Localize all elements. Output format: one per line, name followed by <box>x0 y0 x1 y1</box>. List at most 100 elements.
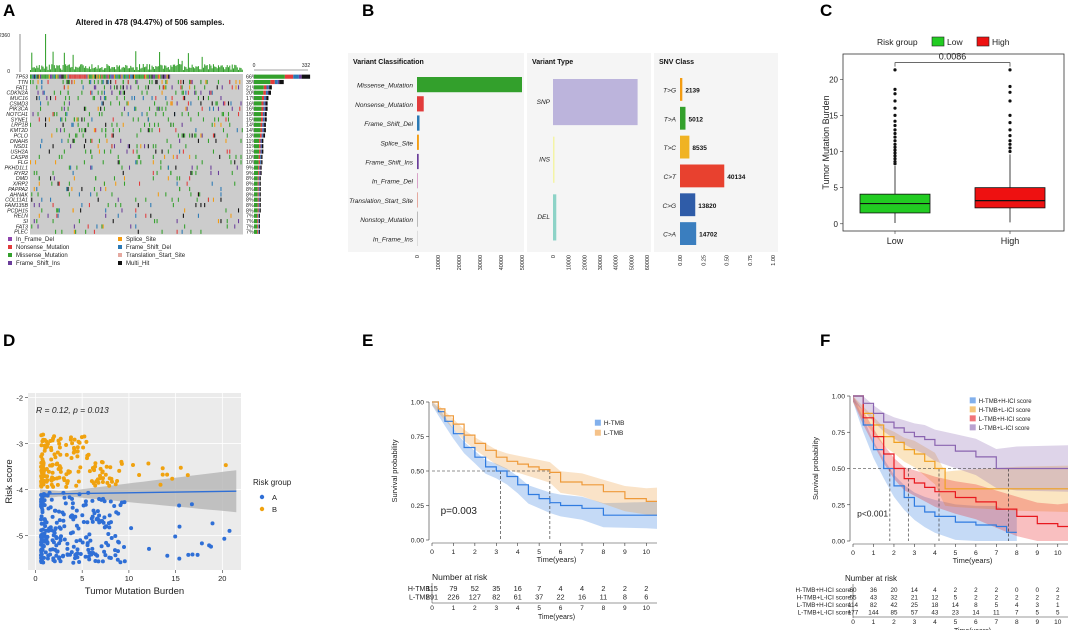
mutation-cell <box>174 112 176 117</box>
variant-classification-bar <box>417 153 419 170</box>
risk-table-value: 22 <box>557 593 565 602</box>
risk-table-value: 21 <box>911 595 919 602</box>
sample-mutation-count-bar <box>227 67 230 72</box>
scatter-point-group-b <box>57 445 62 450</box>
mutation-cell <box>157 122 159 127</box>
mutation-cell <box>43 90 45 95</box>
sample-mutation-count-bar <box>240 67 242 72</box>
x-axis-title: Tumor Mutation Burden <box>85 586 184 597</box>
mutation-cell <box>214 122 216 127</box>
mutation-cell <box>85 138 87 143</box>
sample-mutation-count-bar <box>141 67 143 72</box>
mutation-cell <box>139 74 141 79</box>
mutation-cell <box>157 74 159 79</box>
snv-class-bar <box>680 164 725 188</box>
mutation-cell <box>196 197 198 202</box>
sample-mutation-count-bar <box>166 67 168 72</box>
sample-mutation-count-bar <box>133 69 136 72</box>
mutation-cell <box>131 96 133 101</box>
scatter-point-group-b <box>160 472 165 477</box>
mutation-cell <box>117 197 119 202</box>
mutation-cell <box>181 112 183 117</box>
x-tick-label: 3 <box>913 550 917 557</box>
mutation-cell <box>63 106 65 111</box>
mutation-cell <box>100 74 102 79</box>
mutation-cell <box>36 186 38 192</box>
gene-side-bar <box>264 106 266 111</box>
sample-mutation-count-bar <box>236 67 238 72</box>
mutation-cell <box>47 101 49 106</box>
mutation-cell <box>200 101 202 106</box>
gene-percent-label: 35% <box>246 80 257 86</box>
mutation-cell <box>176 181 178 186</box>
gene-label: RYR2 <box>14 171 28 177</box>
sample-mutation-count-bar <box>118 65 121 72</box>
mutation-cell <box>202 96 204 101</box>
risk-table-value: 291 <box>426 593 438 602</box>
risk-table-value: 55 <box>849 595 857 602</box>
mutation-cell <box>87 74 89 79</box>
scatter-point-group-a <box>48 547 53 552</box>
scatter-point-group-a <box>97 497 102 501</box>
scatter-point-group-a <box>51 556 56 561</box>
panel-f-km-curve: 0 1 2 3 4 5 6 7 8 9 100.000.250.500.751.00Time(yea… <box>796 394 1068 630</box>
mutation-cell <box>155 112 157 117</box>
risk-table-x-tick: 2 <box>892 619 896 626</box>
risk-table-x-tick: 5 <box>954 619 958 626</box>
mutation-cell <box>177 197 179 202</box>
mutation-cell <box>101 79 103 85</box>
sample-mutation-count-bar <box>65 64 67 72</box>
mutation-cell <box>91 165 93 170</box>
scatter-point-group-b <box>58 469 63 474</box>
risk-table-row-label: H-TMB+L-ICI score <box>797 595 852 602</box>
sample-mutation-count-bar <box>90 69 92 72</box>
mutation-cell <box>97 197 99 202</box>
risk-table-value: 14 <box>911 587 919 594</box>
sample-mutation-count-bar <box>128 68 131 72</box>
mutation-cell <box>117 160 119 165</box>
risk-table-x-tick: 9 <box>1035 619 1039 626</box>
mutation-cell <box>72 138 74 143</box>
gene-percent-label: 13% <box>246 133 257 139</box>
mutation-cell <box>237 208 240 213</box>
mutation-cell <box>120 74 122 79</box>
mutation-cell <box>38 213 40 218</box>
gene-side-bar <box>259 160 261 165</box>
scatter-point-group-a <box>177 524 182 529</box>
mutation-cell <box>121 74 123 79</box>
sample-mutation-count-bar <box>147 69 149 72</box>
mutation-cell <box>63 74 65 79</box>
p-value-label: 0.0086 <box>939 52 967 62</box>
gene-side-bar <box>259 154 261 159</box>
sample-mutation-count-bar <box>159 52 161 72</box>
mutation-cell <box>175 165 177 170</box>
box-outlier <box>893 160 897 164</box>
mutation-cell <box>226 149 228 154</box>
y-tick-label: 0.50 <box>411 469 424 476</box>
scatter-point-group-a <box>102 515 107 520</box>
variant-type-label: DEL <box>537 214 550 221</box>
mutation-cell <box>95 74 97 79</box>
gene-side-bar <box>259 192 261 197</box>
mutation-cell <box>210 170 212 176</box>
scatter-point-group-a <box>44 528 49 533</box>
mutation-cell <box>136 144 138 149</box>
x-tick-label: 8 <box>602 549 606 556</box>
mutation-cell <box>154 219 156 224</box>
mutation-cell <box>76 74 78 79</box>
legend-label: Splice_Site <box>126 237 157 243</box>
variant-classification-tick: 40000 <box>499 255 505 270</box>
mutation-cell <box>55 96 57 101</box>
gene-side-bar <box>298 74 302 79</box>
mutation-cell <box>96 192 98 197</box>
mutation-cell <box>62 79 64 85</box>
x-tick-label: 9 <box>1035 550 1039 557</box>
mutation-cell <box>106 79 108 85</box>
mutation-cell <box>56 208 58 213</box>
mutation-cell <box>93 85 95 90</box>
gene-side-bar <box>261 144 264 149</box>
mutation-cell <box>71 74 73 79</box>
variant-classification-bar <box>417 134 419 150</box>
mutation-cell <box>147 85 149 90</box>
